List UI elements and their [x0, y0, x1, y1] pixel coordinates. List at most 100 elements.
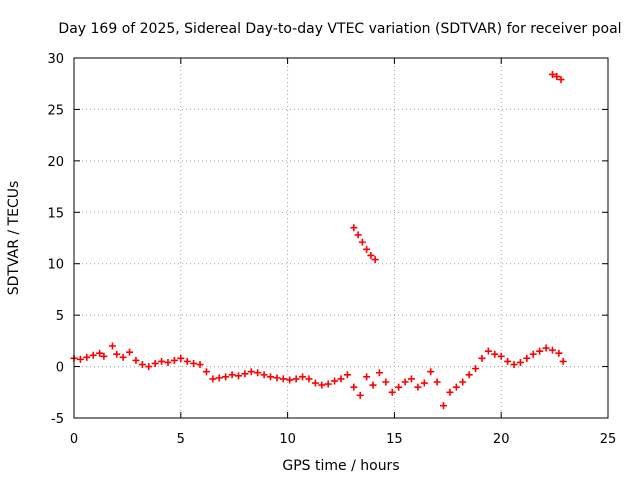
data-point [273, 374, 281, 382]
data-point [401, 378, 409, 386]
data-point [158, 357, 166, 365]
data-point [523, 354, 531, 362]
data-point [548, 346, 556, 354]
data-point [337, 375, 345, 383]
data-point [542, 344, 550, 352]
data-point [96, 349, 104, 357]
data-point [350, 383, 358, 391]
data-point [363, 373, 371, 381]
data-point [367, 251, 375, 259]
x-axis-label: GPS time / hours [282, 458, 399, 474]
data-point [440, 402, 448, 410]
data-point [358, 238, 366, 246]
data-point [286, 376, 294, 384]
data-point [491, 350, 499, 358]
data-point [388, 388, 396, 396]
data-point [119, 353, 127, 361]
x-tick-label: 20 [493, 432, 510, 447]
data-point [343, 371, 351, 379]
data-point [138, 361, 146, 369]
data-point [407, 375, 415, 383]
data-point [529, 350, 537, 358]
data-point [113, 350, 121, 358]
y-axis-label: SDTVAR / TECUs [6, 181, 22, 296]
data-point [279, 375, 287, 383]
data-point [100, 352, 108, 360]
data-point [536, 347, 544, 355]
data-point [311, 379, 319, 387]
data-point [241, 370, 249, 378]
data-point [459, 378, 467, 386]
y-tick-label: 5 [56, 309, 64, 324]
data-point [324, 380, 332, 388]
data-point [126, 348, 134, 356]
data-point [452, 383, 460, 391]
data-point [305, 375, 313, 383]
data-point [356, 391, 364, 399]
data-point [446, 388, 454, 396]
data-point [247, 368, 255, 376]
data-point [427, 368, 435, 376]
data-point [89, 351, 97, 359]
data-point [145, 363, 153, 371]
data-point [202, 368, 210, 376]
data-points [70, 70, 567, 410]
x-tick-label: 15 [386, 432, 403, 447]
x-tick-label: 10 [279, 432, 296, 447]
data-point [472, 365, 480, 373]
data-point [350, 224, 358, 232]
y-tick-label: 25 [47, 103, 64, 118]
data-point [83, 353, 91, 361]
data-point [183, 357, 191, 365]
y-tick-label: 0 [56, 361, 64, 376]
data-point [559, 357, 567, 365]
data-point [108, 342, 116, 350]
data-point [478, 354, 486, 362]
data-point [504, 357, 512, 365]
grid-lines [74, 58, 608, 418]
data-point [267, 373, 275, 381]
data-point [420, 379, 428, 387]
data-point [484, 347, 492, 355]
data-point [132, 356, 140, 364]
data-point [254, 369, 262, 377]
data-point [557, 76, 565, 84]
data-point [331, 377, 339, 385]
data-point [369, 381, 377, 389]
data-point [354, 231, 362, 239]
data-point [234, 372, 242, 380]
data-point [228, 371, 236, 379]
data-point [382, 378, 390, 386]
data-point [433, 378, 441, 386]
data-point [292, 375, 300, 383]
data-point [516, 358, 524, 366]
y-tick-label: -5 [51, 412, 64, 427]
data-point [497, 352, 505, 360]
chart-title: Day 169 of 2025, Sidereal Day-to-day VTE… [58, 21, 621, 37]
data-point [196, 361, 204, 369]
data-point [395, 383, 403, 391]
data-point [170, 356, 178, 364]
data-point [548, 70, 556, 78]
data-point [465, 371, 473, 379]
data-point [260, 371, 268, 379]
x-tick-label: 0 [70, 432, 78, 447]
plot-frame [73, 57, 609, 419]
data-point [375, 369, 383, 377]
axis-ticks: 0 5 10 15 20 25 -5 0 5 10 15 20 25 30 [47, 52, 616, 447]
data-point [164, 358, 172, 366]
data-point [76, 355, 84, 363]
data-point [209, 375, 217, 383]
data-point [553, 73, 561, 81]
data-point [555, 349, 563, 357]
x-tick-label: 5 [177, 432, 185, 447]
data-point [363, 245, 371, 253]
y-tick-label: 10 [47, 258, 64, 273]
data-point [215, 374, 223, 382]
data-point [318, 381, 326, 389]
data-point [414, 383, 422, 391]
y-tick-label: 20 [47, 155, 64, 170]
y-tick-label: 15 [47, 206, 64, 221]
data-point [151, 359, 159, 367]
